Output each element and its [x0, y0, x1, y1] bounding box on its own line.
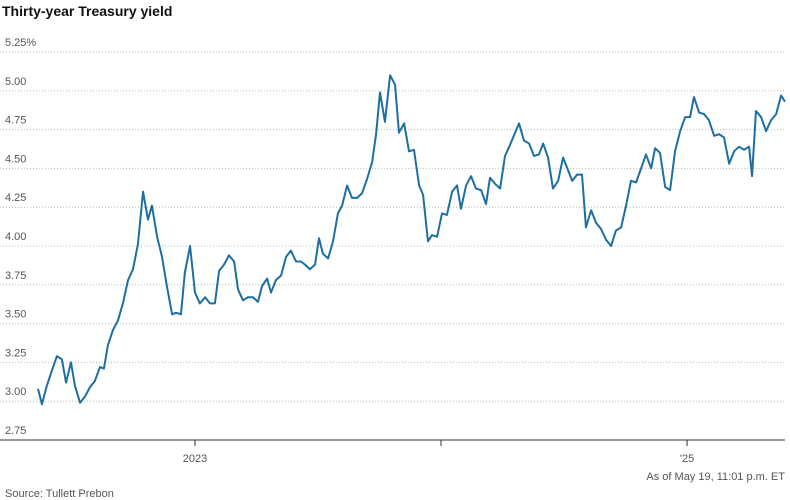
y-tick-label: 4.50 [5, 153, 26, 165]
y-tick-label: 4.25 [5, 192, 26, 204]
y-tick-label: 5.00 [5, 76, 26, 88]
y-tick-label: 2.75 [5, 425, 26, 437]
y-tick-label: 3.75 [5, 270, 26, 282]
y-tick-label: 4.75 [5, 115, 26, 127]
y-tick-label: 5.25% [5, 37, 36, 49]
y-tick-label: 3.25 [5, 347, 26, 359]
y-tick-label: 3.50 [5, 309, 26, 321]
y-tick-label: 3.00 [5, 386, 26, 398]
line [37, 74, 786, 406]
source: Source: Tullett Prebon [5, 488, 114, 500]
x-tick-label: '25 [680, 453, 694, 465]
y-tick-label: 4.00 [5, 231, 26, 243]
x-tick-label: 2023 [183, 453, 207, 465]
note: As of May 19, 11:01 p.m. ET [646, 471, 785, 483]
chart-title: Thirty-year Treasury yield [2, 3, 172, 19]
